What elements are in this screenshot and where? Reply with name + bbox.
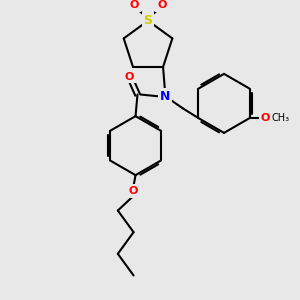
Text: S: S: [143, 14, 152, 27]
Text: CH₃: CH₃: [272, 113, 290, 123]
Text: O: O: [125, 72, 134, 82]
Text: O: O: [261, 113, 270, 123]
Text: O: O: [129, 186, 138, 196]
Text: O: O: [157, 0, 167, 10]
Text: N: N: [160, 90, 170, 103]
Text: O: O: [130, 0, 139, 10]
